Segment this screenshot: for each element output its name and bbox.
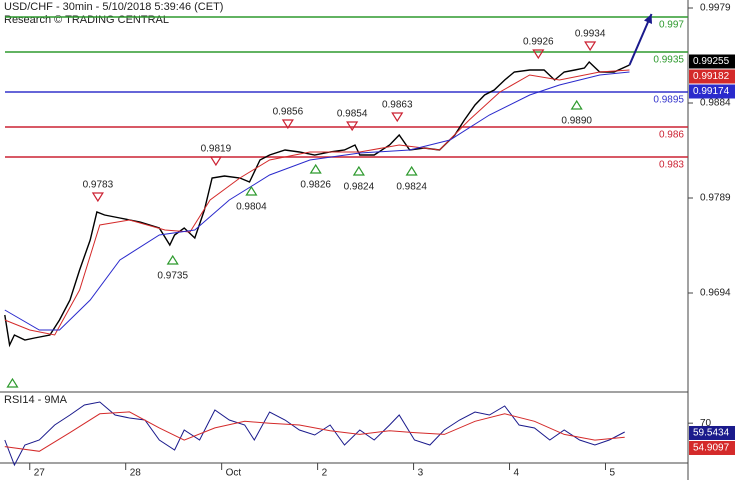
price-tag-label: 0.99182: [693, 71, 730, 82]
level-label: 0.983: [659, 160, 684, 171]
high-marker: [281, 119, 294, 130]
series-line: [4, 401, 625, 467]
high-marker: [209, 156, 222, 167]
price-tag: [689, 54, 735, 69]
price-tag: [689, 440, 735, 455]
annotation-label: 0.9890: [561, 116, 592, 127]
annotation-label: 0.9804: [236, 202, 267, 213]
annotation-label: 0.9783: [83, 180, 114, 191]
high-marker: [91, 192, 104, 203]
series-line: [4, 60, 630, 348]
low-marker: [405, 165, 418, 176]
annotation-label: 0.9856: [273, 107, 304, 118]
price-tag-label: 59.5434: [693, 428, 730, 439]
high-marker: [346, 121, 359, 132]
x-tick-label: 5: [609, 468, 615, 479]
level-label: 0.9935: [653, 55, 684, 66]
y-tick-label: 0.9789: [700, 193, 731, 204]
annotation-label: 0.9824: [396, 182, 427, 193]
low-marker: [245, 185, 258, 196]
forecast-arrow: [628, 13, 653, 66]
arrow-head: [644, 14, 652, 24]
price-tag-label: 0.99255: [693, 56, 730, 67]
y-tick-label: 0.9884: [700, 98, 731, 109]
series-line: [4, 71, 630, 331]
y-tick-label: 0.9694: [700, 288, 731, 299]
price-tag-label: 0.99174: [693, 86, 730, 97]
chart-subtitle: Research © TRADING CENTRAL: [4, 14, 169, 26]
low-marker: [309, 163, 322, 174]
low-marker: [352, 165, 365, 176]
x-tick-label: 4: [514, 468, 520, 479]
x-tick-label: 3: [418, 468, 424, 479]
low-marker: [166, 254, 179, 265]
price-tag: [689, 84, 735, 99]
series-line: [4, 69, 630, 336]
annotation-label: 0.9863: [382, 100, 413, 111]
x-tick-label: Oct: [226, 468, 242, 479]
low-marker: [570, 99, 583, 110]
rsi-title: RSI14 - 9MA: [4, 394, 68, 406]
annotation-label: 0.9934: [575, 29, 606, 40]
annotation-label: 0.9826: [300, 180, 331, 191]
y-tick-label: 0.9979: [700, 3, 731, 14]
level-label: 0.986: [659, 130, 684, 141]
price-tag-label: 54.9097: [693, 443, 730, 454]
annotation-label: 0.9854: [337, 109, 368, 120]
high-marker: [584, 41, 597, 52]
high-marker: [532, 49, 545, 60]
annotation-label: 0.9735: [157, 271, 188, 282]
annotation-label: 0.9819: [201, 144, 232, 155]
x-tick-label: 2: [322, 468, 328, 479]
low-marker: [6, 377, 19, 388]
high-marker: [391, 112, 404, 123]
chart-title: USD/CHF - 30min - 5/10/2018 5:39:46 (CET…: [4, 1, 223, 13]
series-line: [4, 411, 625, 452]
price-tag: [689, 425, 735, 440]
y-tick-label: 70: [700, 418, 712, 429]
price-tag: [689, 69, 735, 84]
x-tick-label: 27: [34, 468, 46, 479]
x-tick-label: 28: [130, 468, 142, 479]
level-label: 0.9895: [653, 95, 684, 106]
level-label: 0.997: [659, 20, 684, 31]
annotation-label: 0.9824: [344, 182, 375, 193]
annotation-label: 0.9926: [523, 37, 554, 48]
